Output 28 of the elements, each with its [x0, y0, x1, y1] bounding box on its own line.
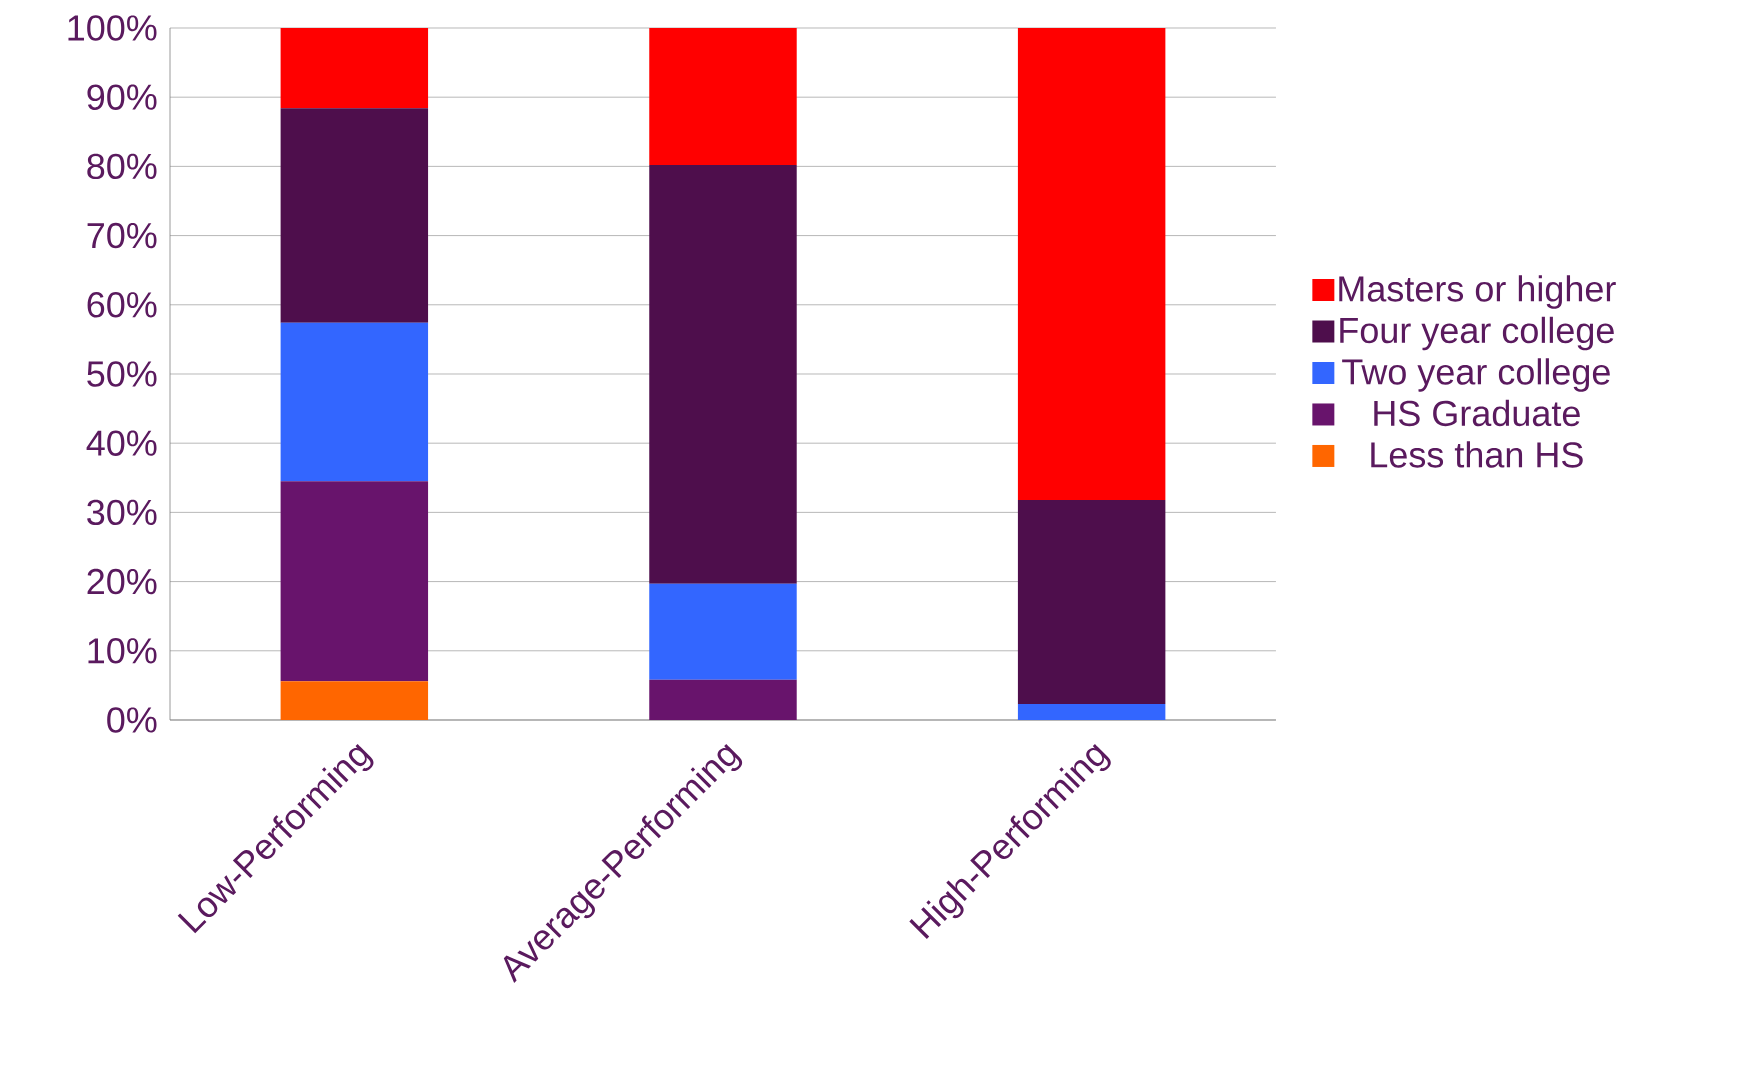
- y-tick-label: 40%: [86, 430, 157, 456]
- y-tick-label: 60%: [87, 292, 157, 318]
- legend-label: Four year college: [1340, 316, 1614, 351]
- y-tick-label: 80%: [87, 153, 157, 180]
- bar: [280, 681, 429, 720]
- bar: [649, 679, 797, 720]
- bar: [280, 481, 429, 682]
- legend-label: Less than HS: [1371, 441, 1583, 468]
- bar: [280, 108, 429, 323]
- legend-label: HS Graduate: [1374, 399, 1580, 427]
- bar: [649, 583, 797, 680]
- bar: [1017, 704, 1166, 720]
- legend-label: Masters or higher: [1339, 275, 1616, 309]
- y-tick-label: 50%: [87, 361, 157, 387]
- y-tick-label: 100%: [68, 15, 157, 41]
- bar: [649, 165, 797, 584]
- y-tick-label: 0%: [107, 707, 157, 733]
- bar: [1017, 27, 1166, 500]
- bar: [280, 27, 429, 109]
- bar: [649, 27, 797, 165]
- y-tick-label: 30%: [87, 499, 157, 526]
- y-tick-label: 70%: [87, 222, 157, 249]
- y-tick-label: 20%: [87, 568, 157, 595]
- y-tick-label: 90%: [87, 84, 157, 110]
- bar: [280, 322, 429, 482]
- legend-label: Two year college: [1342, 358, 1610, 392]
- y-tick-label: 10%: [88, 638, 157, 664]
- bar: [1017, 499, 1166, 705]
